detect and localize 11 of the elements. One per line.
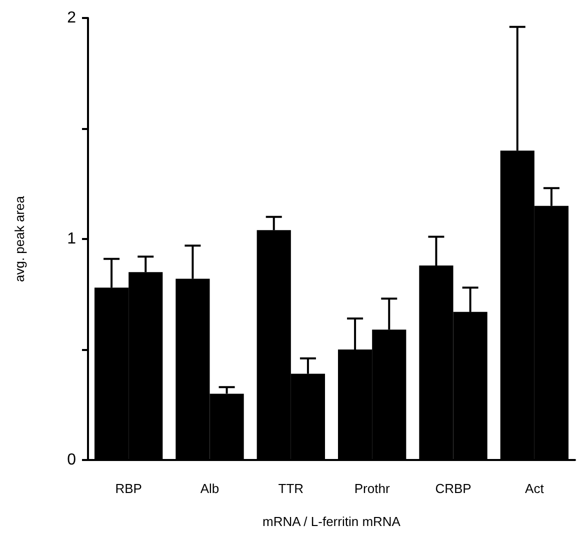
y-tick-label: 0 (67, 452, 76, 468)
x-tick-label: Prothr (354, 481, 390, 496)
y-axis-title: avg. peak area (12, 195, 27, 282)
x-tick-label: RBP (115, 481, 142, 496)
x-tick-label: Alb (200, 481, 220, 496)
x-axis-title: mRNA / L-ferritin mRNA (262, 514, 401, 529)
x-tick-label: Act (525, 481, 544, 496)
x-tick-label: CRBP (435, 481, 472, 496)
y-tick-label: 1 (67, 230, 76, 248)
x-tick-label: TTR (278, 481, 304, 496)
y-tick-label: 2 (67, 10, 76, 26)
